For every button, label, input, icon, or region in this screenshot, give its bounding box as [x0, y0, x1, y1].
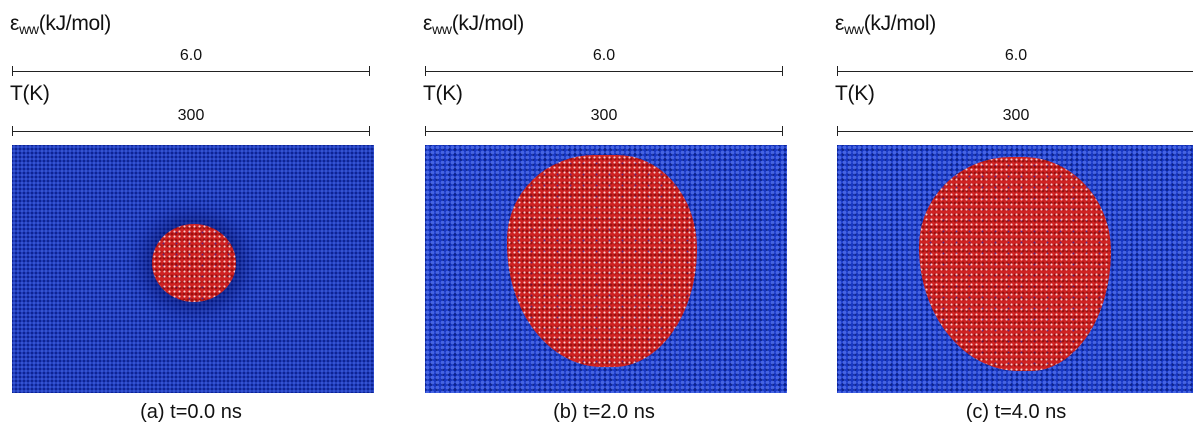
- water-droplet: [919, 157, 1111, 371]
- epsilon-scale-bar: [837, 66, 1193, 76]
- temperature-scale-bar: [837, 126, 1193, 136]
- simulation-snapshot: [12, 145, 374, 393]
- temperature-scale-bar: [12, 126, 370, 136]
- epsilon-value: 6.0: [592, 47, 616, 64]
- panel-caption: (a) t=0.0 ns: [140, 401, 242, 423]
- epsilon-value: 6.0: [1004, 47, 1028, 64]
- temperature-value: 300: [1002, 107, 1030, 124]
- temperature-label: T(K): [835, 82, 875, 105]
- epsilon-scale-bar: [425, 66, 783, 76]
- water-droplet: [507, 155, 697, 367]
- epsilon-label: εww(kJ/mol): [10, 12, 111, 37]
- epsilon-value: 6.0: [179, 47, 203, 64]
- temperature-value: 300: [590, 107, 618, 124]
- simulation-snapshot: [837, 145, 1193, 393]
- simulation-snapshot: [425, 145, 787, 393]
- panel-caption: (c) t=4.0 ns: [965, 401, 1067, 423]
- temperature-label: T(K): [10, 82, 50, 105]
- panel-b: εww(kJ/mol) 6.0 T(K) 300 (b) t=2.0 ns: [423, 0, 787, 432]
- epsilon-scale-bar: [12, 66, 370, 76]
- panel-a: εww(kJ/mol) 6.0 T(K) 300 (a) t=0.0 ns: [10, 0, 374, 432]
- water-droplet: [152, 224, 236, 302]
- epsilon-label: εww(kJ/mol): [835, 12, 936, 37]
- panel-c: εww(kJ/mol) 6.0 T(K) 300 (c) t=4.0 ns: [835, 0, 1193, 432]
- temperature-label: T(K): [423, 82, 463, 105]
- panel-caption: (b) t=2.0 ns: [553, 401, 655, 423]
- epsilon-label: εww(kJ/mol): [423, 12, 524, 37]
- temperature-value: 300: [177, 107, 205, 124]
- temperature-scale-bar: [425, 126, 783, 136]
